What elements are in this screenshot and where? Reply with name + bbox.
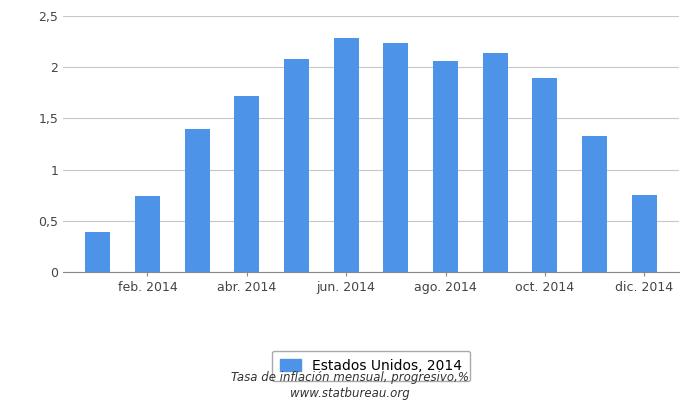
Bar [433, 61, 458, 272]
Bar [284, 59, 309, 272]
Bar [334, 38, 358, 272]
Bar [632, 195, 657, 272]
Bar [582, 136, 607, 272]
Bar [384, 43, 408, 272]
Bar [135, 196, 160, 272]
Bar [85, 232, 110, 272]
Bar [533, 78, 557, 272]
Legend: Estados Unidos, 2014: Estados Unidos, 2014 [272, 351, 470, 381]
Text: Tasa de inflación mensual, progresivo,%: Tasa de inflación mensual, progresivo,% [231, 372, 469, 384]
Text: www.statbureau.org: www.statbureau.org [290, 388, 410, 400]
Bar [483, 53, 507, 272]
Bar [234, 96, 259, 272]
Bar [185, 129, 209, 272]
